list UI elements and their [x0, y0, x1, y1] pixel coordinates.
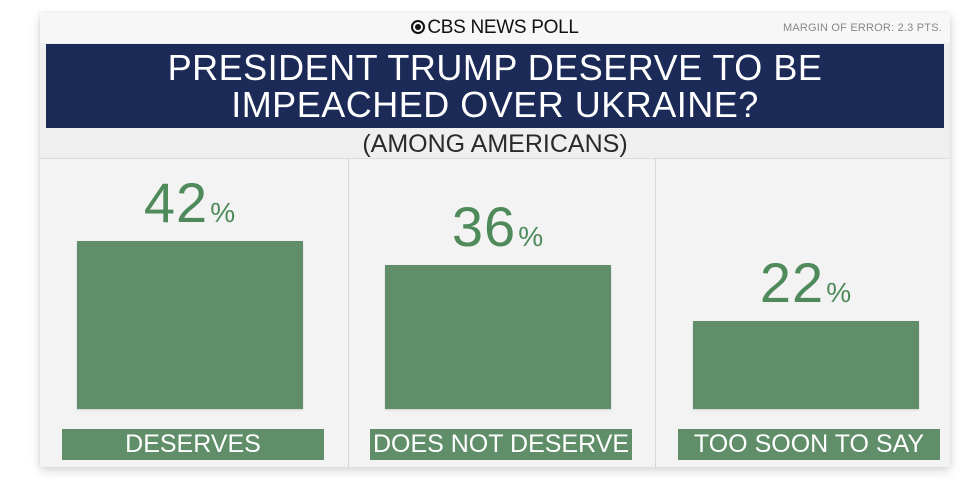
chart-subtitle: (AMONG AMERICANS) [362, 130, 628, 158]
category-label: DOES NOT DESERVE [370, 429, 632, 460]
category-label: DESERVES [62, 429, 324, 460]
bar-deserves [77, 241, 303, 409]
value-number: 22 [759, 251, 825, 314]
value-label: 22% [693, 255, 919, 321]
value-label: 36% [385, 199, 611, 265]
value-unit: % [518, 221, 545, 252]
top-bar: CBS NEWS POLL MARGIN OF ERROR: 2.3 PTS. [40, 13, 950, 43]
value-unit: % [210, 197, 237, 228]
cbs-eye-icon [411, 20, 426, 34]
value-number: 42 [143, 171, 209, 234]
brand: CBS NEWS POLL [40, 17, 950, 39]
value-unit: % [826, 277, 853, 308]
category-label: TOO SOON TO SAY [678, 429, 940, 460]
value-number: 36 [451, 195, 517, 258]
brand-label: CBS NEWS POLL [427, 17, 579, 38]
margin-of-error: MARGIN OF ERROR: 2.3 PTS. [782, 22, 942, 34]
column-divider [348, 159, 349, 467]
chart-title: PRESIDENT TRUMP DESERVE TO BE IMPEACHED … [46, 44, 944, 128]
bar-too-soon-to-say [693, 321, 919, 409]
value-label: 42% [77, 175, 303, 241]
poll-card: CBS NEWS POLL MARGIN OF ERROR: 2.3 PTS. … [40, 13, 950, 467]
column-divider [655, 159, 656, 467]
bar-does-not-deserve [385, 265, 611, 409]
plot-area: 42% DESERVES 36% DOES NOT DESERVE 22% TOO SOO… [40, 158, 950, 467]
